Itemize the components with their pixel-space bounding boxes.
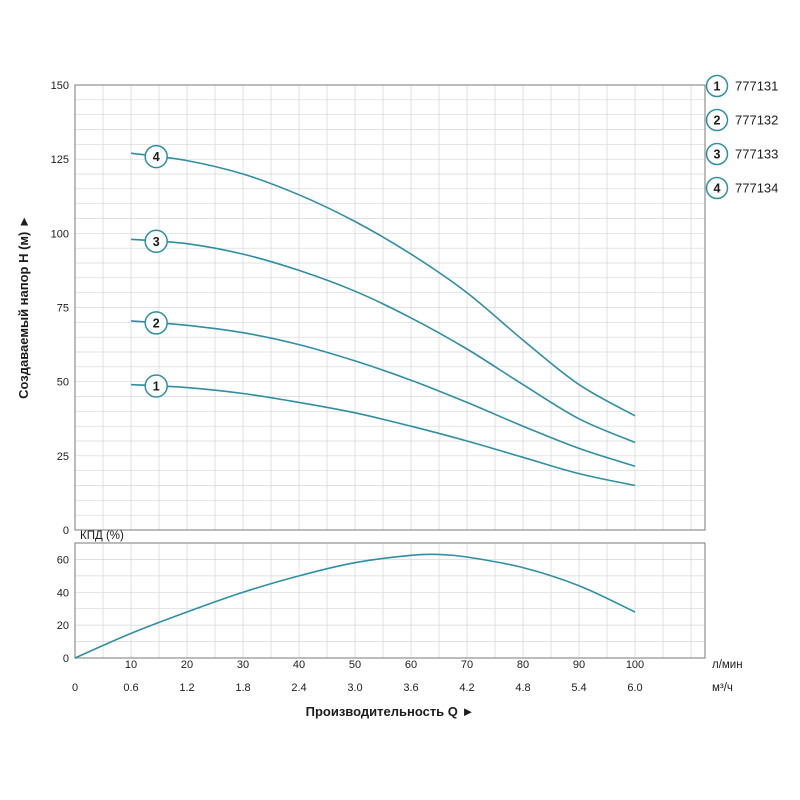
lmin-tick-label: 70 [461,659,473,671]
curve-marker-2: 2 [144,311,168,335]
pump-curves [74,152,636,659]
legend-number: 2 [714,114,721,128]
efficiency-curve [74,553,636,659]
plot-borders [74,84,706,659]
x-axis-title: Производительность Q ► [306,704,475,719]
m3h-tick-label: 3.0 [347,682,362,694]
unit-m3h-label: м³/ч [712,682,733,694]
y-axis-title: Создаваемый напор Н (м) ► [16,215,31,399]
curve-marker-circle [144,374,168,398]
curve-marker-circle [144,229,168,254]
eff-tick-label: 40 [57,587,69,599]
m3h-tick-label: 1.2 [179,682,194,694]
legend-number: 3 [714,148,721,162]
lmin-tick-label: 10 [125,659,137,671]
legend-item: 3 777133 [705,142,778,166]
lmin-tick-label: 90 [573,659,585,671]
lmin-tick-label: 100 [626,659,644,671]
m3h-tick-label: 5.4 [571,682,586,694]
eff-tick-label: 60 [57,554,69,566]
legend-model-code: 777134 [735,181,778,196]
lmin-tick-label: 20 [181,659,193,671]
curve-marker-number: 4 [153,150,160,164]
lmin-tick-label: 80 [517,659,529,671]
head-tick-label: 25 [57,451,69,463]
grid-lines [75,85,705,658]
head-tick-label: 75 [57,303,69,315]
m3h-tick-label: 4.8 [515,682,530,694]
lmin-tick-label: 60 [405,659,417,671]
curve-marker-3: 3 [144,229,168,254]
head-plot-border [74,84,706,531]
legend-item: 4 777134 [705,176,778,200]
head-curve-3 [130,238,636,444]
curve-marker-circle [144,311,168,335]
legend-model-code: 777133 [735,147,778,162]
m3h-tick-label: 0.6 [123,682,138,694]
curve-marker-number: 3 [153,235,160,249]
lmin-tick-label: 40 [293,659,305,671]
legend-number-circle [705,176,729,200]
legend-item: 2 777132 [705,108,778,132]
lmin-tick-label: 50 [349,659,361,671]
unit-lmin-label: л/мин [712,659,743,671]
legend-model-code: 777132 [735,113,778,128]
curve-marker-circle [144,144,168,169]
legend-number: 4 [714,182,721,196]
curve-marker-number: 1 [153,380,160,394]
head-curve-1 [130,383,636,487]
eff-plot-border [74,542,706,659]
head-tick-label: 125 [51,154,69,166]
m3h-tick-label: 6.0 [627,682,642,694]
head-tick-label: 50 [57,377,69,389]
head-tick-label: 150 [51,80,69,92]
head-curve-2 [130,320,636,467]
m3h-tick-label: 3.6 [403,682,418,694]
eff-tick-label: 0 [63,653,69,665]
legend-number-circle [705,142,729,166]
m3h-tick-label: 0 [72,682,78,694]
legend-number-circle [705,108,729,132]
legend-number: 1 [714,80,721,94]
curve-marker-number: 2 [153,316,160,330]
m3h-tick-label: 2.4 [291,682,306,694]
curve-number-markers: 1 2 3 4 [144,144,168,398]
legend-item: 1 777131 [705,74,778,98]
legend-model-code: 777131 [735,79,778,94]
eff-tick-label: 20 [57,620,69,632]
kpd-axis-label: КПД (%) [80,530,124,542]
lmin-tick-label: 30 [237,659,249,671]
legend: 1 777131 2 777132 3 777133 4 777134 [705,74,778,200]
m3h-tick-label: 1.8 [235,682,250,694]
m3h-tick-label: 4.2 [459,682,474,694]
curve-marker-4: 4 [144,144,168,169]
head-tick-label: 100 [51,228,69,240]
head-curve-4 [130,152,636,417]
head-tick-label: 0 [63,525,69,537]
legend-number-circle [705,74,729,98]
curve-marker-1: 1 [144,374,168,398]
